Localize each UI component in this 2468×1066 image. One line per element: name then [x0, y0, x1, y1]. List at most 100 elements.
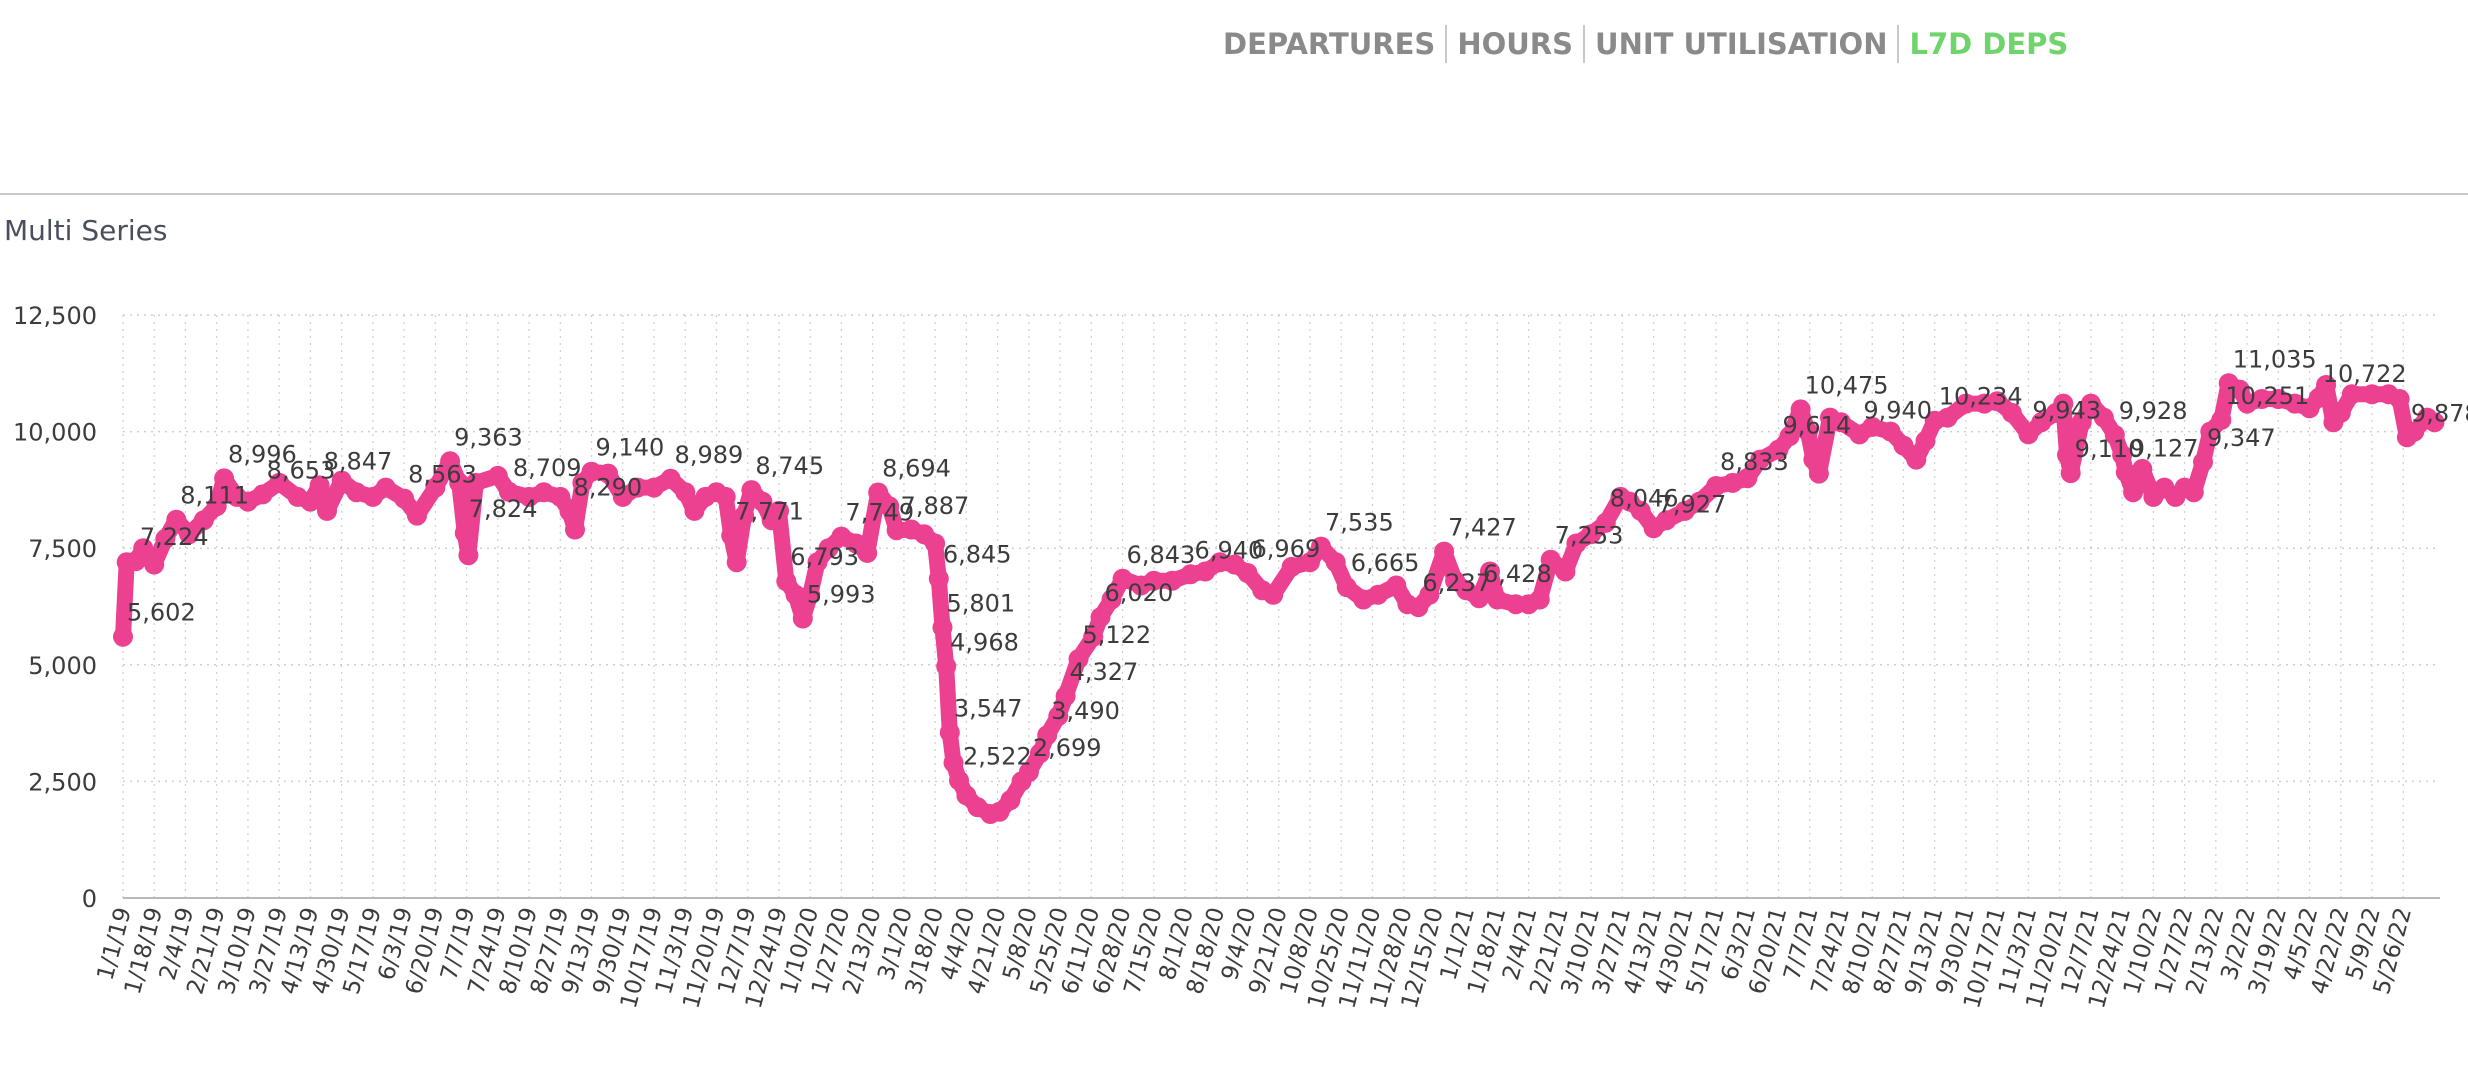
data-point — [943, 752, 964, 773]
data-point — [425, 477, 446, 498]
data-label: 6,237 — [1422, 569, 1491, 597]
data-label: 10,234 — [1939, 383, 2023, 411]
data-label: 9,614 — [1783, 412, 1852, 440]
tab-unit-utilisation[interactable]: UNIT UTILISATION — [1595, 27, 1888, 61]
data-point — [928, 568, 949, 589]
data-label: 9,110 — [2075, 435, 2144, 463]
tab-l7d-deps[interactable]: L7D DEPS — [1909, 27, 2069, 61]
data-point — [1090, 607, 1111, 628]
data-point — [1209, 552, 1230, 573]
data-label: 5,602 — [127, 599, 196, 627]
data-label: 5,801 — [946, 589, 1015, 617]
data-label: 9,943 — [2032, 396, 2101, 424]
data-point — [1237, 563, 1258, 583]
data-point — [2001, 402, 2022, 423]
data-point — [818, 538, 839, 559]
data-label: 2,522 — [963, 742, 1032, 770]
chart-title: Multi Series — [4, 214, 168, 247]
data-point — [2104, 425, 2125, 445]
data-point — [2268, 389, 2289, 409]
tab-departures[interactable]: DEPARTURES — [1223, 27, 1436, 61]
tab-bar: DEPARTURES HOURS UNIT UTILISATION L7D DE… — [1213, 24, 2078, 64]
data-point — [1893, 435, 1914, 456]
data-point — [2404, 421, 2425, 442]
data-point — [1037, 725, 1058, 746]
data-point — [1955, 393, 1976, 414]
data-point — [1831, 412, 1851, 433]
data-point — [133, 538, 154, 559]
data-point — [559, 501, 580, 522]
data-point — [684, 500, 705, 521]
data-label: 10,251 — [2225, 382, 2309, 410]
data-point — [179, 524, 200, 545]
data-label: 11,035 — [2233, 345, 2317, 373]
data-label: 3,547 — [954, 695, 1023, 723]
data-point — [2112, 444, 2133, 465]
data-point — [715, 486, 736, 507]
data-point — [252, 484, 273, 505]
data-point — [1311, 536, 1331, 557]
data-label: 6,665 — [1351, 549, 1420, 577]
data-point — [1018, 762, 1039, 783]
data-label: 8,709 — [513, 454, 582, 482]
data-point — [1055, 686, 1076, 707]
data-point — [317, 500, 337, 521]
data-point — [2132, 458, 2153, 479]
data-label: 7,427 — [1448, 514, 1517, 542]
data-point — [465, 472, 486, 493]
data-label: 7,749 — [845, 499, 914, 527]
data-point — [1797, 421, 1818, 442]
data-point — [2362, 384, 2382, 405]
data-point — [1263, 584, 1284, 605]
data-point — [1581, 524, 1602, 545]
data-point — [886, 520, 907, 541]
data-label: 4,327 — [1070, 658, 1139, 686]
data-point — [1706, 476, 1727, 496]
data-point — [565, 519, 585, 540]
data-point — [1480, 561, 1500, 582]
data-point — [1566, 533, 1587, 554]
data-point — [1630, 500, 1651, 521]
y-tick-label: 2,500 — [28, 768, 97, 796]
data-point — [1555, 561, 1576, 582]
data-label: 7,887 — [901, 492, 970, 520]
data-point — [487, 465, 508, 486]
data-point — [533, 482, 554, 503]
data-label: 8,996 — [228, 440, 297, 468]
data-point — [2080, 393, 2101, 414]
data-point — [1048, 706, 1069, 727]
data-label: 5,993 — [807, 580, 876, 608]
data-label: 4,968 — [950, 628, 1019, 656]
data-point — [113, 626, 133, 647]
data-point — [857, 542, 878, 563]
data-point — [449, 472, 470, 493]
data-point — [1768, 439, 1789, 460]
data-point — [440, 451, 461, 472]
data-point — [2183, 482, 2204, 503]
data-point — [1083, 626, 1104, 647]
data-label: 6,969 — [1252, 535, 1321, 563]
data-point — [1386, 575, 1407, 596]
data-point — [792, 608, 813, 629]
data-point — [1790, 399, 1811, 420]
y-tick-label: 12,500 — [13, 302, 97, 330]
data-point — [2424, 412, 2445, 433]
data-point — [375, 477, 396, 498]
data-point — [550, 486, 571, 507]
data-label: 5,122 — [1082, 621, 1151, 649]
data-label: 8,745 — [755, 452, 824, 480]
data-point — [1540, 549, 1561, 570]
data-point — [1029, 743, 1050, 764]
data-point — [2057, 444, 2077, 465]
data-point — [2389, 389, 2410, 409]
data-point — [1068, 649, 1089, 670]
data-point — [2193, 452, 2213, 473]
data-point — [1779, 426, 1800, 447]
data-point — [1000, 790, 1021, 811]
data-label: 6,428 — [1483, 560, 1552, 588]
data-point — [1112, 568, 1133, 589]
data-point — [675, 482, 696, 503]
tab-hours[interactable]: HOURS — [1457, 27, 1574, 61]
data-label: 8,833 — [1720, 448, 1789, 476]
